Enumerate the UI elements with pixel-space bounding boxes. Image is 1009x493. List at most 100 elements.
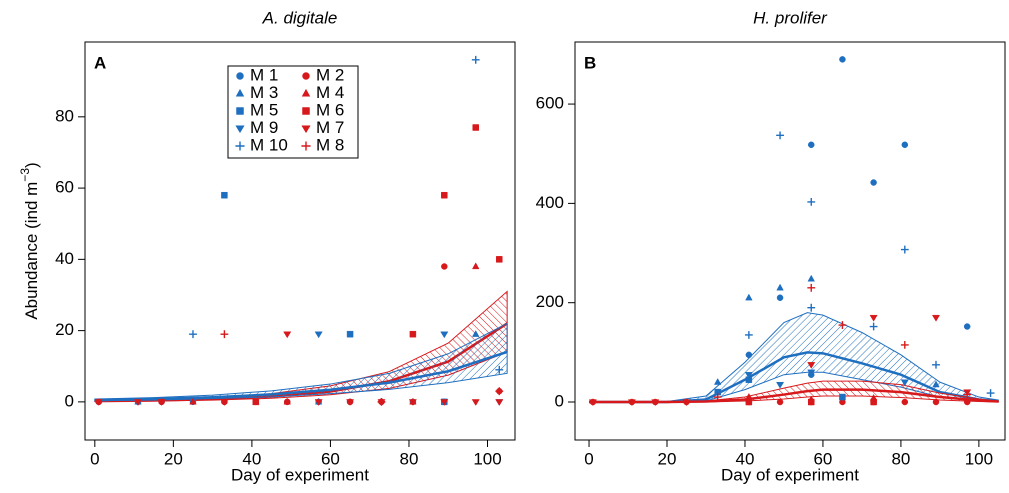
legend-label: M 7 bbox=[316, 118, 344, 137]
y-tick-label: 0 bbox=[65, 391, 74, 410]
legend-label: M 5 bbox=[250, 100, 278, 119]
data-point bbox=[776, 381, 785, 389]
data-point bbox=[932, 380, 940, 388]
legend-marker bbox=[236, 107, 244, 115]
legend-marker bbox=[235, 141, 245, 151]
data-point bbox=[221, 191, 228, 199]
x-axis-label: Day of experiment bbox=[721, 465, 859, 484]
fit-line bbox=[94, 350, 508, 402]
data-point bbox=[252, 398, 260, 406]
data-point bbox=[377, 397, 386, 406]
data-point bbox=[189, 330, 197, 339]
data-point bbox=[931, 314, 941, 322]
data-point bbox=[932, 398, 940, 406]
confidence-band bbox=[94, 290, 508, 403]
legend-marker bbox=[236, 72, 244, 80]
fit-line bbox=[589, 388, 999, 404]
x-tick-label: 80 bbox=[891, 449, 910, 468]
x-tick-label: 80 bbox=[400, 449, 419, 468]
data-point bbox=[472, 262, 480, 270]
data-point bbox=[471, 55, 480, 64]
data-point bbox=[495, 387, 504, 396]
data-point bbox=[807, 141, 815, 148]
legend-marker bbox=[301, 125, 311, 134]
data-point bbox=[94, 399, 103, 406]
data-point bbox=[807, 197, 816, 206]
y-axis-label-part: ) bbox=[22, 162, 41, 168]
data-point bbox=[314, 399, 323, 406]
x-tick-label: 20 bbox=[658, 449, 677, 468]
legend-label: M 9 bbox=[250, 118, 278, 137]
data-point bbox=[441, 191, 448, 199]
data-point bbox=[986, 389, 995, 397]
legend-marker bbox=[235, 88, 245, 97]
legend-box bbox=[227, 65, 359, 159]
data-point bbox=[713, 393, 722, 401]
x-tick-label: 0 bbox=[584, 449, 593, 468]
data-point bbox=[472, 330, 480, 337]
panel-label: A bbox=[94, 53, 106, 72]
data-point bbox=[220, 399, 229, 406]
x-tick-label: 20 bbox=[164, 449, 183, 468]
data-point bbox=[189, 397, 197, 405]
legend-label: M 8 bbox=[316, 135, 344, 154]
data-point bbox=[745, 351, 753, 359]
legend-marker bbox=[302, 72, 310, 80]
data-point bbox=[807, 274, 815, 282]
data-point bbox=[870, 398, 877, 406]
data-point bbox=[807, 303, 816, 312]
data-point bbox=[900, 245, 909, 254]
data-point bbox=[283, 397, 291, 405]
y-tick-label: 80 bbox=[55, 106, 74, 125]
y-tick-label: 400 bbox=[536, 193, 564, 212]
legend-label: M 2 bbox=[316, 65, 344, 84]
legend-label: M 6 bbox=[316, 100, 344, 119]
data-point bbox=[441, 263, 448, 270]
data-point bbox=[714, 388, 721, 396]
data-point bbox=[776, 283, 784, 291]
y-tick-label: 60 bbox=[55, 178, 74, 197]
data-point bbox=[900, 379, 909, 387]
x-tick-label: 60 bbox=[813, 449, 832, 468]
y-axis-label-part: −3 bbox=[18, 168, 32, 182]
data-point bbox=[346, 399, 355, 406]
chart-title: A. digitale bbox=[262, 8, 338, 27]
data-point bbox=[495, 365, 504, 374]
data-point bbox=[839, 393, 846, 401]
data-point bbox=[963, 323, 971, 330]
plot-frame bbox=[84, 41, 516, 441]
data-point bbox=[496, 256, 503, 263]
legend-marker bbox=[302, 107, 310, 115]
data-point bbox=[627, 399, 636, 407]
legend-label: M 4 bbox=[316, 83, 344, 102]
data-point bbox=[807, 369, 816, 377]
data-point bbox=[588, 399, 597, 407]
data-point bbox=[745, 398, 753, 406]
legend-label: M 10 bbox=[250, 135, 288, 154]
y-axis-label: Abundance (ind m−3) bbox=[18, 162, 41, 319]
data-point bbox=[901, 141, 909, 148]
data-point bbox=[744, 372, 753, 379]
data-point bbox=[157, 399, 166, 406]
data-point bbox=[932, 360, 940, 369]
data-point bbox=[869, 322, 878, 331]
data-point bbox=[776, 131, 784, 140]
legend-marker bbox=[301, 141, 311, 151]
legend-label: M 3 bbox=[250, 83, 278, 102]
data-point bbox=[807, 283, 816, 292]
x-tick-label: 40 bbox=[736, 449, 755, 468]
data-point bbox=[776, 398, 784, 406]
y-tick-label: 0 bbox=[555, 391, 564, 410]
x-tick-label: 60 bbox=[321, 449, 340, 468]
plot-area bbox=[94, 290, 508, 403]
data-point bbox=[472, 124, 479, 131]
data-point bbox=[900, 341, 909, 349]
legend-marker bbox=[301, 88, 311, 97]
legend-marker bbox=[235, 125, 245, 134]
y-tick-label: 20 bbox=[55, 320, 74, 339]
data-point bbox=[713, 378, 722, 385]
data-point bbox=[440, 331, 449, 339]
data-point bbox=[776, 294, 784, 301]
data-point bbox=[651, 399, 660, 407]
